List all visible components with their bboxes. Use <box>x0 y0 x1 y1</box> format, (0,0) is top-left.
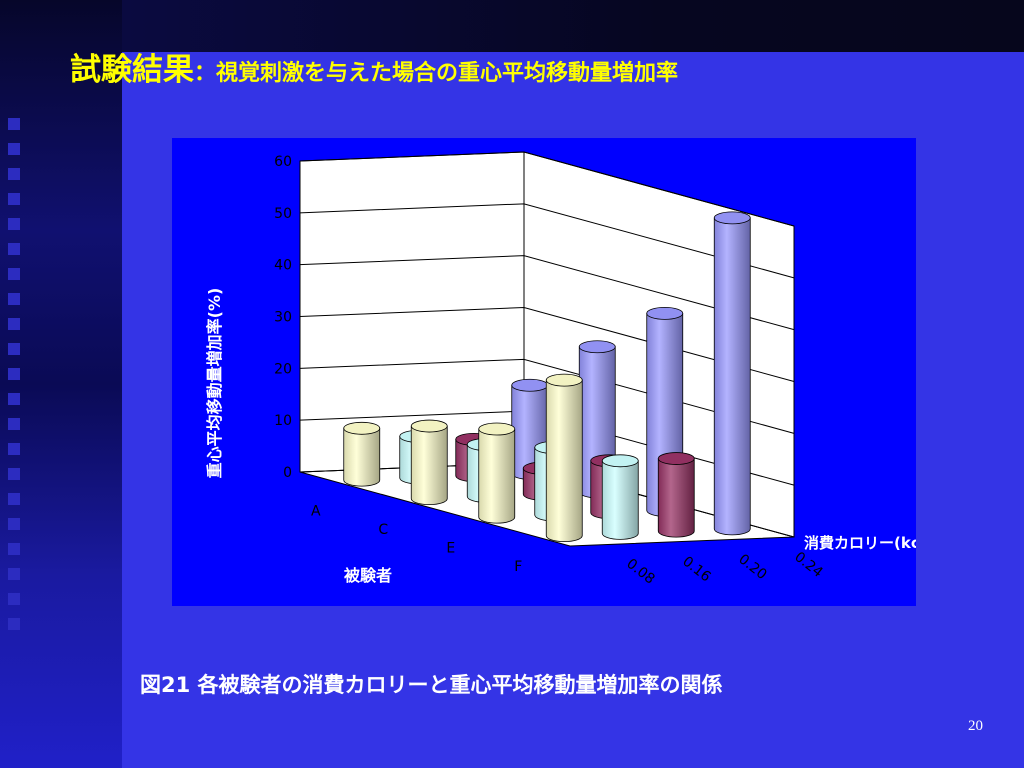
chart-panel: 0 10 20 30 40 50 60 A C E F 0.08 0.16 0.20 0.24 重心平均移動量… <box>172 138 916 606</box>
x-tick-label: E <box>446 540 455 556</box>
bar-top <box>578 340 616 354</box>
z-tick-label: 0.16 <box>679 554 713 586</box>
decor-square <box>8 468 20 480</box>
left-decor-band <box>0 0 122 768</box>
decor-square <box>8 193 20 205</box>
decor-square <box>8 118 20 130</box>
bar-body <box>343 427 381 487</box>
y-tick-label: 0 <box>283 465 292 481</box>
bar-body <box>657 458 695 538</box>
decor-square <box>8 518 20 530</box>
decor-square <box>8 268 20 280</box>
x-tick-label: A <box>311 503 321 519</box>
y-tick-label: 60 <box>274 154 292 170</box>
bar-top <box>343 421 381 435</box>
bar-top <box>657 452 695 465</box>
chart-bar <box>410 419 448 506</box>
bar-body <box>478 428 516 524</box>
bar-body <box>713 217 751 536</box>
y-tick-label: 10 <box>274 413 292 429</box>
x-axis-title: 被験者 <box>344 566 392 585</box>
y-tick-label: 40 <box>274 258 292 274</box>
z-tick-label: 0.20 <box>735 551 769 583</box>
decor-square <box>8 443 20 455</box>
slide-title-sub: ：視覚刺激を与えた場合の重心平均移動量増加率 <box>194 61 679 86</box>
bar-top <box>601 454 639 468</box>
bar-top <box>410 419 448 433</box>
decor-square <box>8 143 20 155</box>
chart-bar <box>545 373 583 543</box>
decor-square <box>8 218 20 230</box>
decor-square <box>8 293 20 305</box>
decor-square <box>8 593 20 605</box>
chart-bar <box>343 421 381 487</box>
slide-title-main: 試験結果 <box>70 52 194 88</box>
slide-title: 試験結果：視覚刺激を与えた場合の重心平均移動量増加率 <box>70 44 678 89</box>
gridline <box>299 358 795 434</box>
decor-square <box>8 418 20 430</box>
bar-body <box>410 425 448 506</box>
x-tick-label: F <box>514 559 522 575</box>
decor-square <box>8 243 20 255</box>
y-tick-label: 50 <box>274 206 292 222</box>
gridline <box>299 151 795 227</box>
z-tick-label: 0.24 <box>791 549 825 581</box>
y-tick-label: 20 <box>274 361 292 377</box>
bar-top <box>713 211 751 225</box>
gridline <box>299 203 795 279</box>
bar-top <box>545 373 583 387</box>
gridline <box>299 255 795 331</box>
bar-top <box>511 378 549 392</box>
bar-top <box>646 307 684 320</box>
decor-square <box>8 318 20 330</box>
decor-square <box>8 568 20 580</box>
chart-bar <box>713 211 751 536</box>
top-decor-band <box>122 0 1024 52</box>
bar-body <box>601 460 639 540</box>
x-tick-label: C <box>378 522 388 538</box>
z-axis-title: 消費カロリー(kcal/min) <box>804 534 916 552</box>
gridline <box>299 306 795 382</box>
decor-squares <box>6 118 26 643</box>
figure-caption: 図21 各被験者の消費カロリーと重心平均移動量増加率の関係 <box>140 673 723 697</box>
decor-square <box>8 618 20 630</box>
bar-body <box>545 379 583 543</box>
decor-square <box>8 393 20 405</box>
chart-svg: 0 10 20 30 40 50 60 A C E F 0.08 0.16 0.20 0.24 重心平均移動量… <box>205 151 916 588</box>
z-tick-label: 0.08 <box>623 556 657 588</box>
chart-bar <box>478 422 516 524</box>
decor-square <box>8 543 20 555</box>
decor-square <box>8 168 20 180</box>
decor-square <box>8 343 20 355</box>
bar-top <box>478 422 516 436</box>
y-axis-title: 重心平均移動量増加率(%) <box>205 288 224 479</box>
chart-bar <box>601 454 639 540</box>
decor-square <box>8 493 20 505</box>
y-tick-label: 30 <box>274 310 292 326</box>
decor-square <box>8 368 20 380</box>
chart-bar <box>657 452 695 538</box>
page-number: 20 <box>968 718 983 734</box>
